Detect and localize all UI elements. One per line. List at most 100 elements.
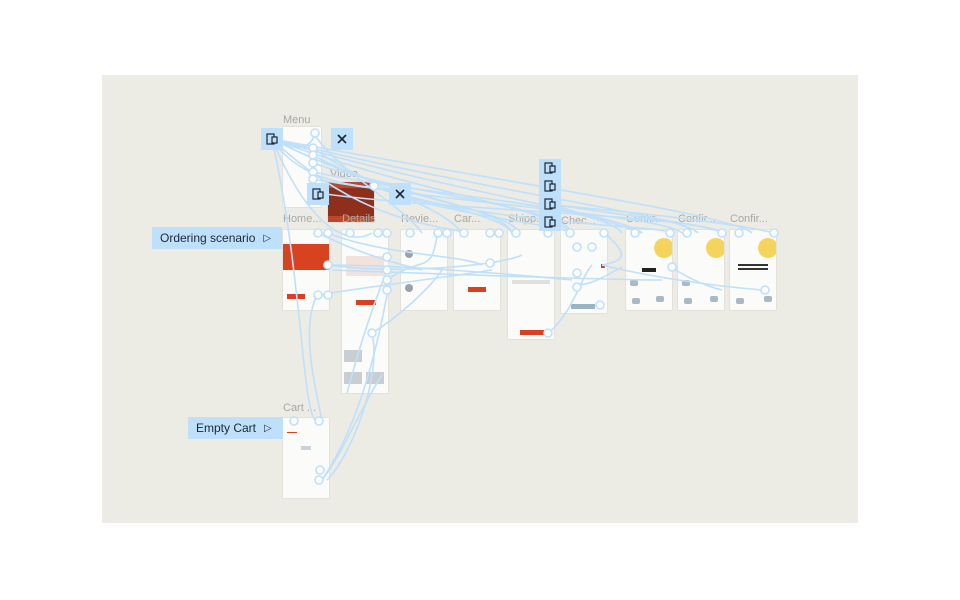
menu-frame-title: Menu — [283, 114, 311, 126]
connection-line — [271, 138, 316, 421]
connection-line — [554, 204, 775, 234]
flow-label: Ordering scenario — [160, 231, 256, 245]
connection-line — [271, 138, 468, 234]
hotspot-dot — [345, 228, 355, 238]
hotspot-dot — [717, 228, 727, 238]
device-icon[interactable] — [539, 159, 561, 177]
hotspot-dot — [323, 260, 333, 270]
hotspot-dot — [595, 300, 605, 310]
details-frame[interactable] — [342, 230, 388, 393]
shipping-frame[interactable] — [508, 230, 554, 339]
connection-line — [576, 266, 623, 286]
connection-line — [386, 234, 438, 281]
hotspot-dot — [373, 228, 383, 238]
connection-line — [317, 269, 493, 296]
connection-line — [312, 162, 573, 234]
connection-line — [547, 264, 593, 334]
hotspot-dot — [313, 228, 323, 238]
confirm3-frame[interactable] — [730, 230, 776, 310]
close-icon[interactable] — [331, 128, 353, 150]
hotspot-dot — [485, 228, 495, 238]
hotspot-dot — [314, 416, 324, 426]
close-icon[interactable] — [389, 183, 411, 205]
hotspot-dot — [382, 252, 392, 262]
connection-line — [601, 234, 623, 266]
connection-line — [321, 294, 388, 481]
hotspot-dot — [442, 228, 452, 238]
reviews-frame[interactable] — [401, 230, 447, 310]
checkout-frame[interactable] — [561, 230, 607, 313]
hotspot-dot — [323, 228, 333, 238]
hotspot-dot — [367, 328, 377, 338]
connection-line — [327, 254, 523, 270]
flow-empty-cart[interactable]: Empty Cart ▷ — [188, 417, 283, 439]
connection-line — [371, 269, 443, 334]
hotspot-dot — [494, 228, 504, 238]
device-icon[interactable] — [261, 128, 283, 150]
connection-line — [671, 266, 723, 291]
hotspot-dot — [543, 328, 553, 338]
cart-empty-frame[interactable] — [283, 418, 329, 498]
device-icon[interactable] — [539, 213, 561, 231]
connection-line — [271, 138, 373, 238]
hotspot-dot — [315, 465, 325, 475]
hotspot-dot — [665, 228, 675, 238]
device-icon[interactable] — [539, 177, 561, 195]
hotspot-dot — [485, 258, 495, 268]
hotspot-dot — [599, 228, 609, 238]
play-icon[interactable]: ▷ — [263, 232, 272, 244]
hotspot-dot — [572, 268, 582, 278]
hotspot-dot — [369, 181, 379, 191]
prototype-canvas[interactable]: Menu Video Home... Details Revie... Car.… — [102, 75, 858, 523]
connection-line — [312, 171, 623, 234]
hotspot-dot — [308, 174, 318, 184]
hotspot-dot — [382, 275, 392, 285]
connection-line — [312, 154, 513, 234]
connection-line — [308, 294, 323, 421]
hotspot-dot — [433, 228, 443, 238]
hotspot-dot — [667, 262, 677, 272]
hotspot-dot — [630, 228, 640, 238]
device-icon[interactable] — [539, 195, 561, 213]
cart-frame-title: Car... — [454, 213, 481, 225]
connection-line — [321, 374, 383, 481]
confirm3-frame-title: Confir... — [730, 213, 768, 225]
cart-frame[interactable] — [454, 230, 500, 310]
prototype-connections — [271, 128, 779, 485]
hotspot-dot — [572, 282, 582, 292]
hotspot-dot — [769, 228, 779, 238]
hotspot-dot — [405, 228, 415, 238]
details-frame-title: Details — [342, 213, 376, 225]
hotspot-dot — [310, 128, 320, 138]
hotspot-dot — [734, 228, 744, 238]
hotspot-dot — [382, 228, 392, 238]
hotspot-dot — [572, 242, 582, 252]
connection-line — [327, 232, 483, 266]
hotspot-dot — [313, 290, 323, 300]
hotspot-dot — [323, 290, 333, 300]
device-icon[interactable] — [307, 183, 329, 205]
connection-line — [326, 332, 375, 481]
hotspot-dot — [289, 416, 299, 426]
hotspot-dot — [382, 265, 392, 275]
cart-empty-frame-title: Cart ... — [283, 402, 317, 414]
flow-ordering-scenario[interactable]: Ordering scenario ▷ — [152, 227, 282, 249]
hotspot-dot — [565, 228, 575, 238]
hotspot-dot — [314, 475, 324, 485]
connection-line — [554, 204, 723, 234]
hotspot-dot — [382, 285, 392, 295]
hotspot-dot — [760, 285, 770, 295]
connection-line — [318, 192, 723, 234]
play-icon[interactable]: ▷ — [264, 422, 272, 434]
hotspot-dot — [308, 150, 318, 160]
connection-line — [271, 138, 699, 234]
hotspot-dot — [587, 242, 597, 252]
connection-line — [601, 264, 763, 291]
hotspot-dot — [682, 228, 692, 238]
connection-line — [271, 138, 643, 234]
hotspot-dot — [308, 158, 318, 168]
confirm2-frame[interactable] — [678, 230, 724, 310]
hotspot-dot — [511, 228, 521, 238]
confirm1-frame[interactable] — [626, 230, 672, 310]
hotspot-dot — [459, 228, 469, 238]
